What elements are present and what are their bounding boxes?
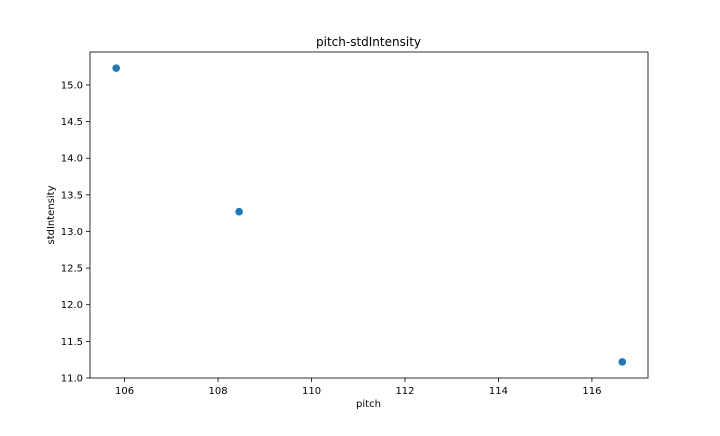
x-tick-label: 108: [209, 386, 228, 397]
data-point: [618, 358, 627, 366]
y-tick-label: 12.0: [61, 300, 83, 311]
x-axis: 106 108 110 112 114 116: [115, 378, 601, 397]
x-tick-label: 114: [489, 386, 508, 397]
data-point: [235, 207, 243, 216]
y-axis: 11.0 11.5 12.0 12.5 13.0 13.5 14.0 14.5 15.0: [61, 80, 90, 385]
chart-title: pitch-stdIntensity: [316, 35, 421, 49]
x-tick-label: 110: [302, 386, 321, 397]
plot-frame: [89, 51, 649, 379]
x-tick-label: 116: [582, 386, 601, 397]
data-points: [112, 64, 627, 366]
y-tick-label: 11.5: [61, 337, 83, 348]
y-axis-label: stdIntensity: [46, 185, 57, 244]
y-tick-label: 12.5: [61, 264, 83, 275]
data-point: [112, 64, 120, 72]
y-tick-label: 15.0: [61, 80, 83, 91]
x-axis-label: pitch: [356, 399, 381, 410]
x-tick-label: 112: [395, 386, 414, 397]
y-tick-label: 14.0: [61, 154, 83, 165]
y-tick-label: 13.0: [61, 227, 83, 238]
y-tick-label: 14.5: [61, 117, 83, 128]
plot-area: [89, 51, 649, 379]
y-tick-label: 13.5: [61, 190, 83, 201]
y-tick-label: 11.0: [61, 374, 83, 385]
x-tick-label: 106: [115, 386, 134, 397]
